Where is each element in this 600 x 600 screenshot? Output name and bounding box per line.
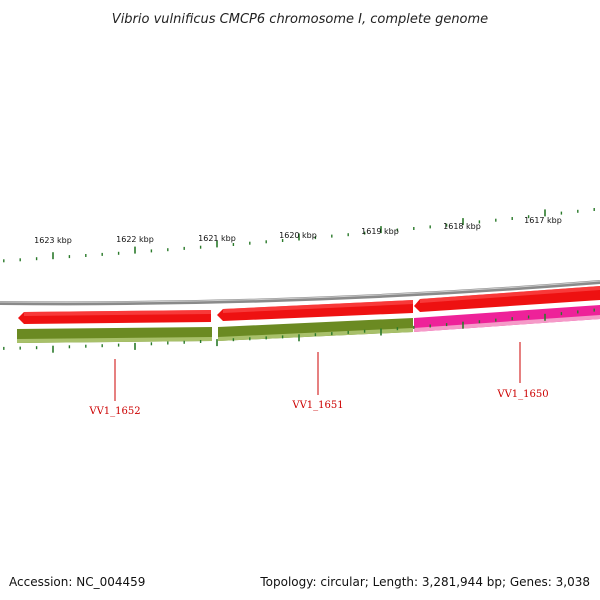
gene-label-vv1-1650: VV1_1650 [496, 389, 548, 400]
scale-label-1622: 1622 kbp [116, 235, 154, 244]
map-title: Vibrio vulnificus CMCP6 chromosome I, co… [112, 12, 488, 27]
lower-tick-row [3, 308, 595, 353]
gene-labels: VV1_1652 VV1_1651 VV1_1650 [88, 342, 549, 417]
scale-label-1618: 1618 kbp [443, 222, 481, 231]
upper-tick-row [3, 208, 595, 263]
genome-summary-text: Topology: circular; Length: 3,281,944 bp… [259, 575, 590, 589]
scale-label-1623: 1623 kbp [34, 236, 72, 245]
gene-label-vv1-1651: VV1_1651 [291, 400, 343, 411]
forward-strand-track [18, 286, 600, 324]
scale-labels: 1623 kbp 1622 kbp 1621 kbp 1620 kbp 1619… [34, 216, 562, 245]
scale-label-1621: 1621 kbp [198, 234, 236, 243]
backbone-track [0, 280, 600, 306]
accession-text: Accession: NC_004459 [9, 575, 145, 589]
scale-label-1617: 1617 kbp [524, 216, 562, 225]
scale-label-1620: 1620 kbp [279, 231, 317, 240]
scale-label-1619: 1619 kbp [361, 227, 399, 236]
gene-label-vv1-1652: VV1_1652 [88, 406, 140, 417]
